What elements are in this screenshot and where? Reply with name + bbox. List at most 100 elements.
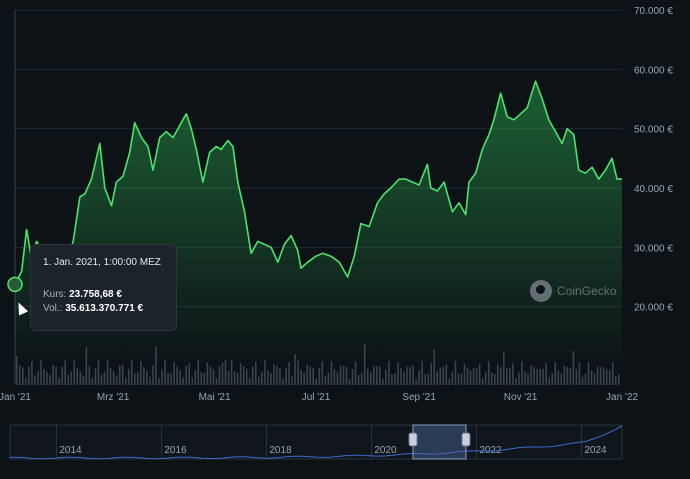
volume-bar [176, 366, 178, 385]
volume-bar [312, 367, 315, 385]
volume-bar [572, 350, 575, 385]
volume-bar [548, 377, 550, 385]
volume-bar [500, 367, 502, 385]
volume-bar [19, 365, 21, 385]
volume-bar [133, 373, 136, 385]
x-tick-label: Mai '21 [199, 392, 231, 403]
volume-bar [79, 371, 82, 385]
volume-bar [596, 366, 599, 385]
volume-bar [106, 360, 109, 385]
navigator-year-label: 2020 [374, 445, 397, 456]
volume-bar [430, 362, 433, 385]
volume-bar [239, 363, 242, 385]
hover-marker [7, 276, 23, 293]
volume-bar [415, 378, 417, 385]
volume-bar [605, 368, 608, 385]
volume-bar [282, 378, 284, 385]
volume-bar [590, 370, 593, 385]
coingecko-watermark: CoinGecko [530, 280, 616, 302]
volume-bar [179, 370, 181, 385]
tooltip-date: 1. Jan. 2021, 1:00:00 MEZ [43, 257, 161, 268]
volume-bar [49, 374, 51, 385]
y-axis-ticks: 20.000 € 30.000 € 40.000 € 50.000 € 60.000 €… [634, 6, 673, 314]
volume-bar [248, 378, 251, 385]
volume-bar [584, 373, 587, 385]
volume-bar [267, 370, 269, 385]
navigator-handle[interactable] [461, 432, 471, 447]
volume-bar [91, 377, 94, 385]
volume-bar [109, 367, 112, 385]
volume-bar [388, 361, 390, 385]
volume-bar [360, 373, 363, 385]
volume-bar [421, 361, 423, 385]
volume-bar [602, 367, 605, 385]
y-tick-label: 60.000 € [634, 65, 673, 76]
x-tick-label: Jul '21 [302, 392, 331, 403]
volume-bar [451, 371, 454, 385]
volume-bar [496, 364, 499, 385]
volume-bar [130, 360, 133, 385]
navigator-year-label: 2016 [164, 445, 187, 456]
volume-bar [554, 361, 557, 385]
volume-bar [288, 361, 290, 385]
volume-bar [291, 376, 293, 385]
volume-bar [224, 359, 227, 385]
tooltip-volume-value: 35.613.370.771 € [65, 303, 144, 314]
volume-bar [64, 360, 66, 385]
volume-bar [578, 362, 581, 385]
volume-bar [158, 377, 160, 385]
volume-bar [454, 361, 457, 385]
volume-bar [103, 372, 106, 385]
volume-bar [146, 370, 148, 385]
volume-bar [242, 366, 245, 385]
volume-bar [315, 378, 318, 385]
volume-bar [397, 362, 399, 385]
volume-bar [475, 367, 478, 385]
volume-bar [273, 364, 275, 385]
volume-bar [587, 362, 590, 385]
volume-bar [121, 365, 124, 385]
volume-bar [167, 372, 169, 385]
volume-bar [385, 369, 387, 385]
x-tick-label: Jan '21 [0, 392, 31, 403]
volume-bar [369, 372, 372, 385]
volume-bar [25, 377, 27, 385]
volume-bar [503, 351, 505, 385]
volume-bar [115, 376, 118, 385]
volume-bar [43, 369, 45, 385]
volume-bar [137, 372, 139, 385]
volume-bar [209, 366, 212, 385]
volume-bar [306, 364, 308, 385]
volume-bar [76, 368, 79, 385]
volume-bar [342, 366, 345, 385]
volume-bar [536, 369, 538, 385]
tooltip-price-row: Kurs: 23.758,68 € [43, 290, 176, 300]
volume-bar [608, 370, 611, 385]
volume-bar [569, 368, 572, 385]
volume-bar [463, 363, 466, 385]
volume-bar [218, 366, 221, 385]
volume-bar [545, 362, 547, 385]
volume-bar [73, 360, 76, 385]
tooltip-volume-label: Vol.: [43, 303, 63, 314]
navigator-handle[interactable] [408, 432, 418, 447]
volume-bar [203, 372, 206, 385]
range-navigator[interactable]: 2014 2016 2018 2020 2022 2024 [9, 424, 623, 460]
volume-bar [391, 374, 393, 385]
volume-bar [221, 363, 224, 385]
volume-bar [245, 368, 248, 385]
volume-bar [22, 367, 24, 385]
navigator-year-label: 2024 [584, 445, 607, 456]
navigator-selection[interactable] [412, 424, 467, 460]
volume-bar [400, 368, 402, 385]
volume-bar [300, 369, 302, 385]
volume-bar [518, 372, 520, 385]
volume-bar [127, 368, 130, 385]
volume-bar [200, 372, 203, 385]
volume-bar [149, 376, 151, 385]
volume-bars [16, 343, 620, 385]
volume-bar [512, 363, 514, 385]
volume-bar [433, 349, 436, 385]
price-tooltip: 1. Jan. 2021, 1:00:00 MEZ Kurs: 23.758,6… [30, 244, 177, 331]
